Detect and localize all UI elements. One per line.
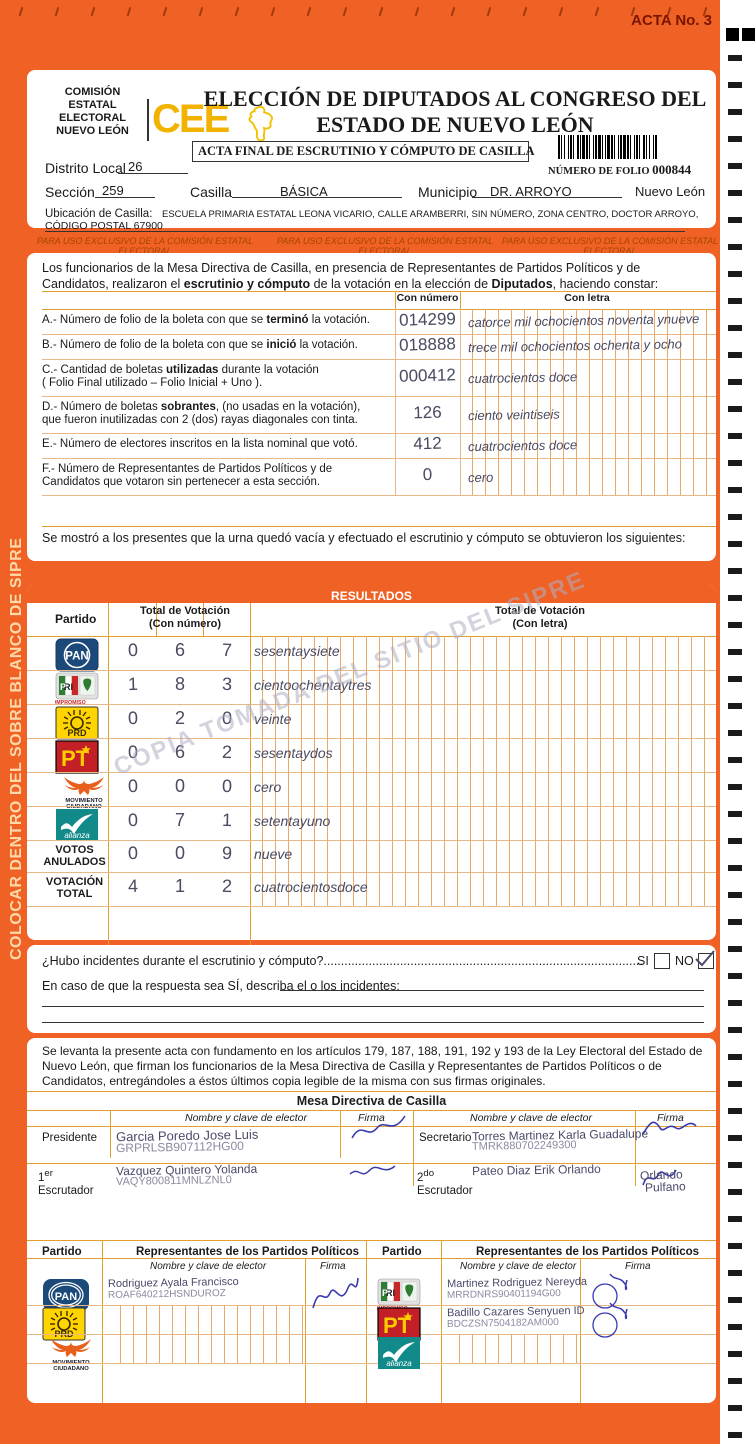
svg-text:P: P: [382, 1288, 388, 1298]
svg-text:PT: PT: [61, 746, 90, 771]
svg-text:P: P: [60, 682, 66, 692]
svg-text:PRD: PRD: [67, 728, 87, 738]
svg-text:alianza: alianza: [64, 831, 90, 840]
svg-text:PAN: PAN: [55, 1291, 77, 1303]
svg-text:alianza: alianza: [386, 1359, 412, 1368]
svg-text:PAN: PAN: [65, 651, 88, 663]
svg-text:CIUDADANO: CIUDADANO: [53, 1366, 89, 1370]
svg-text:PT: PT: [383, 1313, 412, 1338]
